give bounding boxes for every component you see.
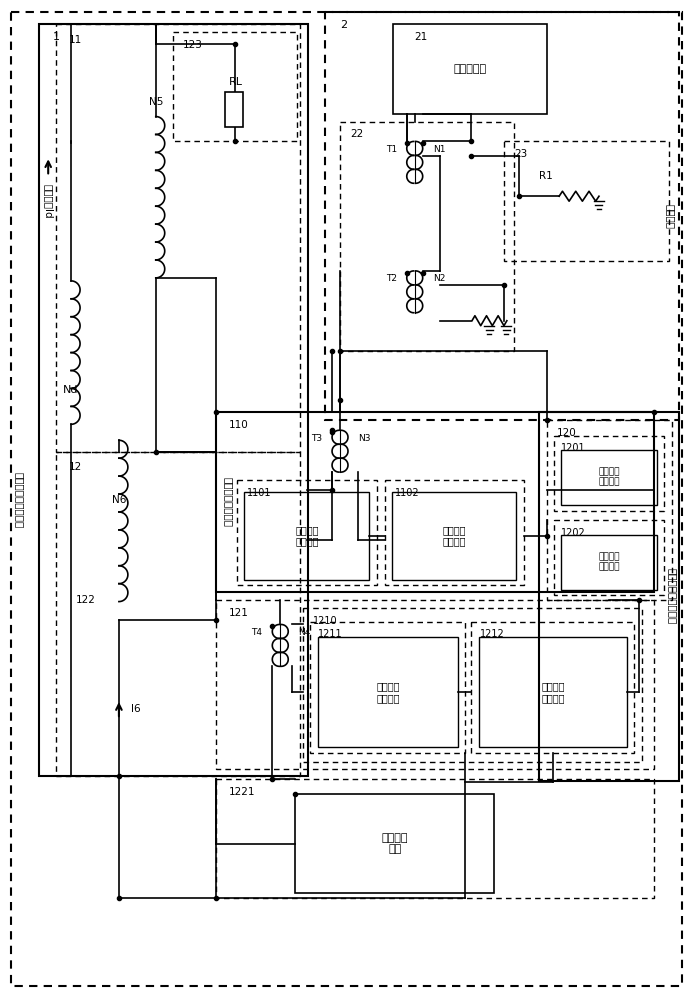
Text: 待测电流Id: 待测电流Id bbox=[43, 184, 53, 219]
Text: 1221: 1221 bbox=[229, 787, 255, 797]
Bar bbox=[340, 122, 514, 351]
Text: 110: 110 bbox=[229, 420, 248, 430]
Bar bbox=[216, 600, 653, 769]
Text: 1212: 1212 bbox=[480, 629, 505, 639]
Text: T4: T4 bbox=[252, 628, 263, 637]
Bar bbox=[505, 141, 669, 261]
Text: 22: 22 bbox=[350, 129, 363, 139]
Text: 1201: 1201 bbox=[561, 443, 586, 453]
Text: 1210: 1210 bbox=[313, 616, 337, 626]
Bar bbox=[295, 794, 494, 893]
Bar bbox=[554, 520, 664, 595]
Text: N3: N3 bbox=[358, 434, 371, 443]
Text: 激磁振荡器: 激磁振荡器 bbox=[454, 64, 487, 74]
Text: RL: RL bbox=[229, 77, 243, 87]
Text: N4: N4 bbox=[298, 628, 310, 637]
Bar bbox=[392, 492, 516, 580]
Bar bbox=[238, 480, 377, 585]
Bar bbox=[554, 436, 664, 511]
Text: 多磁通平衡控制电路: 多磁通平衡控制电路 bbox=[15, 472, 24, 528]
Text: N1: N1 bbox=[432, 145, 445, 154]
Bar bbox=[393, 24, 547, 114]
Text: 1101: 1101 bbox=[247, 488, 272, 498]
Bar bbox=[318, 637, 457, 747]
Text: 2: 2 bbox=[340, 20, 347, 30]
Text: 第三电压
处理单元: 第三电压 处理单元 bbox=[598, 467, 620, 487]
Bar bbox=[303, 608, 642, 762]
Bar bbox=[480, 637, 627, 747]
Bar bbox=[310, 622, 464, 753]
Text: R1: R1 bbox=[539, 171, 553, 181]
Text: 21: 21 bbox=[414, 32, 428, 42]
Text: 123: 123 bbox=[183, 40, 202, 50]
Bar bbox=[325, 12, 678, 420]
Text: N2: N2 bbox=[432, 274, 445, 283]
Bar bbox=[539, 412, 678, 781]
Text: 激磁模块: 激磁模块 bbox=[666, 204, 676, 229]
Bar bbox=[547, 420, 672, 600]
Text: 交直流磁通平衡模块: 交直流磁通平衡模块 bbox=[667, 568, 678, 625]
Bar bbox=[471, 622, 634, 753]
Bar bbox=[561, 535, 657, 590]
Bar bbox=[216, 779, 653, 898]
Text: 激励磁通平衡模块: 激励磁通平衡模块 bbox=[223, 477, 234, 527]
Text: 功率放大
单元: 功率放大 单元 bbox=[382, 833, 408, 854]
Text: 1102: 1102 bbox=[395, 488, 419, 498]
Text: T1: T1 bbox=[386, 145, 397, 154]
Bar bbox=[385, 480, 525, 585]
Text: T2: T2 bbox=[386, 274, 397, 283]
Bar bbox=[56, 452, 300, 776]
Bar bbox=[561, 450, 657, 505]
Text: 23: 23 bbox=[514, 149, 527, 159]
Text: 120: 120 bbox=[557, 428, 577, 438]
Text: 第一信号
放大单元: 第一信号 放大单元 bbox=[443, 525, 466, 547]
Bar bbox=[40, 24, 308, 776]
Text: 12: 12 bbox=[69, 462, 82, 472]
Bar bbox=[216, 412, 653, 592]
Text: Nd: Nd bbox=[63, 385, 79, 395]
Text: 第一电压
处理单元: 第一电压 处理单元 bbox=[295, 525, 319, 547]
Text: I6: I6 bbox=[131, 704, 141, 714]
Text: N6: N6 bbox=[112, 495, 126, 505]
Text: 第三信号
放大单元: 第三信号 放大单元 bbox=[598, 552, 620, 571]
Text: T3: T3 bbox=[311, 434, 322, 443]
Text: 1202: 1202 bbox=[561, 528, 586, 538]
Bar bbox=[225, 92, 243, 127]
Bar bbox=[245, 492, 369, 580]
Bar bbox=[56, 24, 300, 452]
Text: 122: 122 bbox=[76, 595, 96, 605]
Text: 第二电压
处理单元: 第二电压 处理单元 bbox=[376, 681, 400, 703]
Text: 1211: 1211 bbox=[318, 629, 343, 639]
Text: 121: 121 bbox=[229, 608, 248, 618]
Text: 1: 1 bbox=[53, 32, 60, 42]
Bar bbox=[173, 32, 297, 141]
Text: 11: 11 bbox=[69, 35, 82, 45]
Text: 第二信号
放大单元: 第二信号 放大单元 bbox=[541, 681, 565, 703]
Text: N5: N5 bbox=[148, 97, 163, 107]
